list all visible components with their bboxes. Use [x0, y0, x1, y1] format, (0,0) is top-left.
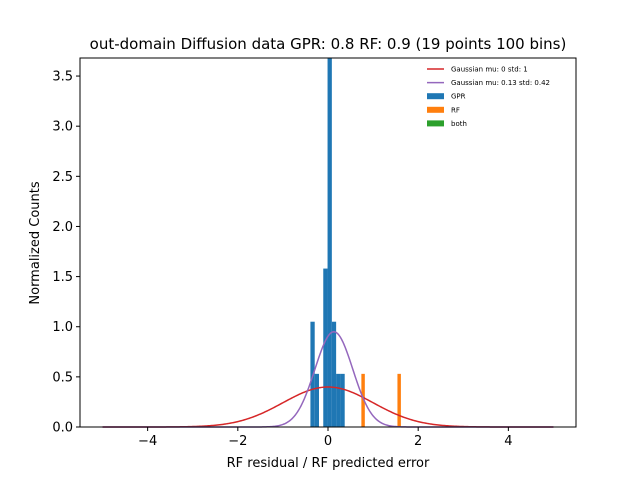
y-tick-label: 2.5 [52, 170, 73, 185]
y-tick-label: 3.5 [52, 70, 73, 85]
bar-gpr-3 [327, 58, 332, 427]
y-tick-label: 2.0 [52, 220, 73, 235]
y-tick-label: 0.0 [52, 421, 73, 436]
x-tick-label: 0 [324, 434, 332, 449]
x-axis-label: RF residual / RF predicted error [227, 456, 430, 471]
bar-gpr-6 [340, 373, 345, 427]
legend-swatch-patch [427, 120, 444, 127]
legend-label: GPR [451, 93, 466, 101]
x-tick-label: 4 [504, 434, 512, 449]
x-tick-label: −4 [138, 434, 157, 449]
x-tick-label: −2 [228, 434, 247, 449]
axes-layer: −4 −2 0 2 4 0.0 0.5 1.0 1.5 2.0 2.5 3.0 3.5 [52, 57, 577, 449]
bars-layer [310, 58, 401, 427]
x-tick-label: 2 [414, 434, 422, 449]
y-tick-label: 0.5 [52, 370, 73, 385]
bar-rf-1 [397, 373, 401, 427]
y-tick-label: 1.0 [52, 320, 73, 335]
legend-label: Gaussian mu: 0.13 std: 0.42 [451, 79, 550, 87]
legend-label: both [451, 120, 467, 128]
legend-swatch-patch [427, 93, 444, 100]
y-axis-label: Normalized Counts [28, 181, 43, 304]
legend-label: RF [451, 106, 460, 114]
bar-gpr-2 [323, 268, 328, 427]
legend-label: Gaussian mu: 0 std: 1 [451, 66, 528, 74]
legend-swatch-patch [427, 106, 444, 113]
bar-gpr-5 [336, 373, 341, 427]
chart-title: out-domain Diffusion data GPR: 0.8 RF: 0… [90, 35, 567, 53]
bar-gpr-1 [314, 373, 319, 427]
y-tick-label: 1.5 [52, 270, 73, 285]
bar-rf-0 [361, 373, 365, 427]
bar-gpr-4 [331, 321, 337, 427]
legend: Gaussian mu: 0 std: 1 Gaussian mu: 0.13 s… [427, 66, 550, 128]
y-tick-label: 3.0 [52, 120, 73, 135]
